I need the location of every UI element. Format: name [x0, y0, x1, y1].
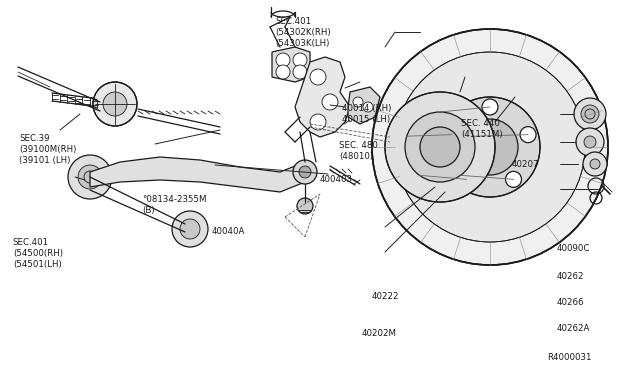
Circle shape: [276, 53, 290, 67]
Text: SEC.401
(54500(RH)
(54501(LH): SEC.401 (54500(RH) (54501(LH): [13, 238, 63, 269]
Circle shape: [299, 166, 311, 178]
Circle shape: [363, 102, 373, 112]
Circle shape: [458, 171, 474, 187]
Circle shape: [93, 82, 137, 126]
Text: 40090C: 40090C: [557, 244, 590, 253]
Circle shape: [172, 211, 208, 247]
Circle shape: [293, 53, 307, 67]
Circle shape: [405, 112, 475, 182]
Circle shape: [574, 98, 606, 130]
Text: R4000031: R4000031: [547, 353, 592, 362]
Circle shape: [372, 29, 608, 265]
Circle shape: [581, 105, 599, 123]
Text: 400403: 400403: [320, 175, 353, 184]
Circle shape: [420, 127, 460, 167]
Polygon shape: [348, 87, 380, 124]
Circle shape: [482, 99, 498, 115]
Circle shape: [506, 171, 522, 187]
Circle shape: [576, 128, 604, 156]
Text: 40207: 40207: [512, 160, 540, 169]
Circle shape: [395, 52, 585, 242]
Text: 40040A: 40040A: [211, 227, 244, 236]
Circle shape: [293, 160, 317, 184]
Text: SEC. 480
(48010): SEC. 480 (48010): [339, 141, 378, 161]
Circle shape: [353, 97, 363, 107]
Polygon shape: [295, 57, 350, 137]
Circle shape: [385, 92, 495, 202]
Circle shape: [590, 159, 600, 169]
Circle shape: [68, 155, 112, 199]
Circle shape: [293, 65, 307, 79]
Text: 40202M: 40202M: [362, 329, 397, 338]
Circle shape: [322, 94, 338, 110]
Text: °08134-2355M
(B): °08134-2355M (B): [142, 195, 207, 215]
Circle shape: [444, 126, 460, 142]
Text: SEC. 440
(41151M): SEC. 440 (41151M): [461, 119, 502, 139]
Circle shape: [462, 119, 518, 175]
Text: 40266: 40266: [557, 298, 584, 307]
Text: SEC.39
(39100M(RH)
(39101 (LH): SEC.39 (39100M(RH) (39101 (LH): [19, 134, 77, 165]
Circle shape: [520, 126, 536, 142]
Circle shape: [276, 65, 290, 79]
Circle shape: [78, 165, 102, 189]
Circle shape: [440, 97, 540, 197]
Polygon shape: [272, 47, 310, 82]
Circle shape: [103, 92, 127, 116]
Circle shape: [297, 198, 313, 214]
Text: SEC.401
(54302K(RH)
(54303K(LH): SEC.401 (54302K(RH) (54303K(LH): [275, 17, 331, 48]
PathPatch shape: [90, 157, 305, 192]
Circle shape: [310, 69, 326, 85]
Text: 40014 (RH)
40015 (LH): 40014 (RH) 40015 (LH): [342, 104, 392, 124]
Text: 40262A: 40262A: [557, 324, 590, 333]
Circle shape: [584, 136, 596, 148]
Text: 40222: 40222: [371, 292, 399, 301]
Circle shape: [180, 219, 200, 239]
Text: 40262: 40262: [557, 272, 584, 281]
Circle shape: [583, 152, 607, 176]
Circle shape: [310, 114, 326, 130]
